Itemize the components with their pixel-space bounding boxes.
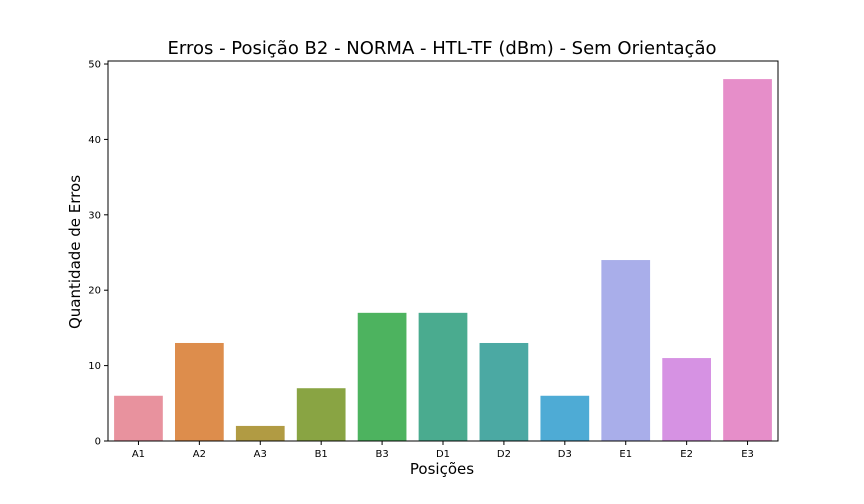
bars-group [114, 79, 772, 441]
bar-e3 [723, 79, 772, 441]
x-tick-label: A2 [193, 449, 206, 460]
x-tick-label: D1 [436, 449, 450, 460]
x-tick-label: A3 [254, 449, 267, 460]
chart-title: Erros - Posição B2 - NORMA - HTL-TF (dBm… [168, 38, 717, 59]
x-tick-label: E2 [680, 449, 693, 460]
y-tick-label: 0 [95, 437, 101, 448]
x-tick-label: B3 [375, 449, 388, 460]
bar-d2 [479, 342, 529, 441]
bar-b1 [296, 388, 346, 441]
plot-frame [107, 60, 779, 442]
y-tick-label: 50 [88, 60, 101, 71]
bar-d1 [418, 312, 468, 441]
bar-b3 [357, 312, 407, 441]
bar-a1 [114, 395, 163, 441]
x-axis-ticks: A1 A2 A3 B1 B3 D1 D2 D3 E1 E2 E3 [132, 441, 754, 460]
y-tick-label: 20 [88, 286, 101, 297]
x-tick-label: B1 [315, 449, 328, 460]
x-tick-label: A1 [132, 449, 145, 460]
bar-a2 [175, 342, 224, 441]
x-tick-label: E1 [619, 449, 632, 460]
x-tick-label: E3 [741, 449, 754, 460]
y-tick-label: 10 [88, 361, 101, 372]
x-tick-label: D2 [497, 449, 511, 460]
x-tick-label: D3 [558, 449, 572, 460]
bar-a3 [235, 425, 285, 441]
bar-e1 [601, 260, 651, 441]
y-tick-label: 30 [88, 210, 101, 221]
y-axis-label: Quantidade de Erros [66, 175, 84, 329]
bar-e2 [662, 358, 711, 441]
x-axis-label: Posições [410, 460, 474, 478]
y-tick-label: 40 [88, 135, 101, 146]
bar-d3 [540, 395, 590, 441]
y-axis-ticks: 0 10 20 30 40 50 [88, 60, 108, 448]
